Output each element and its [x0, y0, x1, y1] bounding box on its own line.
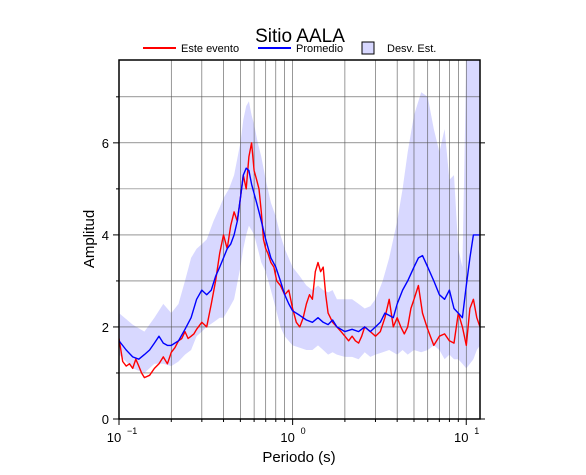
y-tick-label: 2	[102, 320, 109, 335]
y-tick-label: 6	[102, 136, 109, 151]
x-tick-exponent: −1	[127, 426, 137, 436]
tick-layer: 0 2 4 6 10 −1 10 0 10 1	[102, 96, 485, 445]
std-dev-band-layer	[119, 60, 480, 373]
legend-label: Este evento	[181, 43, 239, 55]
series-line-promedio	[119, 167, 480, 360]
x-tick-label: 10	[280, 430, 294, 445]
x-tick-exponent: 1	[474, 426, 479, 436]
legend: Este evento Promedio Desv. Est.	[143, 41, 436, 55]
legend-label: Promedio	[296, 43, 343, 55]
x-tick-label: 10	[454, 430, 468, 445]
y-tick-label: 0	[102, 412, 109, 427]
series-line-este-evento	[119, 142, 480, 379]
legend-label: Desv. Est.	[387, 43, 436, 55]
legend-swatch	[361, 41, 375, 55]
x-tick-exponent: 0	[301, 426, 306, 436]
y-tick-label: 4	[102, 228, 109, 243]
std-dev-band	[119, 60, 480, 373]
chart-title: Sitio AALA	[255, 26, 345, 47]
plot-frame	[118, 59, 481, 420]
x-axis-label: Periodo (s)	[262, 449, 335, 466]
series-layer	[119, 142, 480, 379]
x-tick-label: 10	[107, 430, 121, 445]
y-axis-label: Amplitud	[81, 210, 98, 268]
